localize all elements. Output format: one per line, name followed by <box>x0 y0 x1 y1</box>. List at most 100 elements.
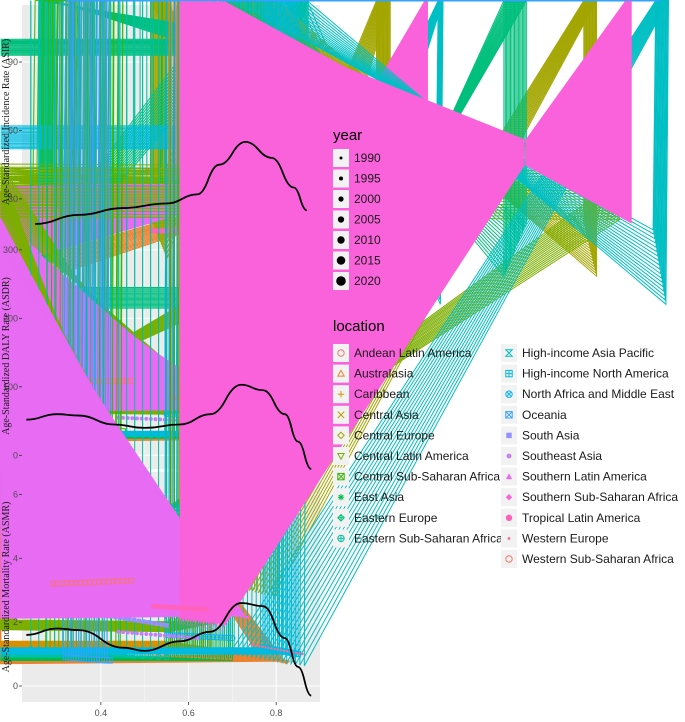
legend-year: 1990 1995 2000 2005 2010 2015 2020 <box>333 149 381 290</box>
legend-year-item-1990: 1990 <box>333 149 381 167</box>
legend-location-label-central-europe: Central Europe <box>354 428 435 442</box>
point-asmr-western-europe-14 <box>292 651 295 654</box>
point-asmr-southeast-asia-15 <box>186 635 190 640</box>
legend-location-label-southern-latin-america: Southern Latin America <box>522 470 647 484</box>
legend-year-item-1995: 1995 <box>333 169 381 188</box>
y-axis-label-asir: Age-Standardized Incidence Rate (ASIR) <box>1 39 12 205</box>
legend-year-item-2020: 2020 <box>333 272 381 290</box>
point-asmr-western-sub-saharan-africa-15 <box>119 577 126 585</box>
y-axis-label-asmr: Age-Standardized Mortality Rate (ASMR) <box>1 502 12 673</box>
point-asmr-north-africa-and-middle-east-13 <box>214 1 637 641</box>
legend-location-item-western-europe: Western Europe <box>501 529 609 548</box>
axes: 30 60 90 0 100 200 300 0 2 4 6 0.4 0.6 0.8 <box>3 57 282 718</box>
legend-location-label-north-africa-and-middle-east: North Africa and Middle East <box>522 387 675 401</box>
point-asmr-south-asia-7 <box>117 615 123 621</box>
point-asmr-western-europe-1 <box>251 643 255 647</box>
fit-line-asir <box>35 140 308 225</box>
legend-location-item-central-europe: Central Europe <box>333 426 435 445</box>
point-asmr-south-asia-13 <box>145 620 151 625</box>
legend-year-label-2015: 2015 <box>354 254 381 268</box>
point-asir-western-sub-saharan-africa-11 <box>84 214 92 222</box>
legend-year-dot-1990 <box>339 156 343 160</box>
legend-location-symbol-caribbean <box>337 391 345 398</box>
legend-location-label-eastern-europe: Eastern Europe <box>354 511 438 525</box>
legend-year-label-2010: 2010 <box>354 233 381 247</box>
series-asmr-oceania <box>63 1 660 664</box>
legend-location-item-high-income-north-america: High-income North America <box>501 364 669 383</box>
y-tick-label-asdr-0: 0 <box>13 450 18 460</box>
point-asmr-south-asia-16 <box>159 622 165 627</box>
legend-location-item-andean-latin-america: Andean Latin America <box>333 344 472 362</box>
point-asmr-southeast-asia-13 <box>176 634 181 639</box>
legend-location-symbol-eastern-sub-saharan-africa <box>337 534 345 543</box>
legend-location-symbol-western-sub-saharan-africa <box>505 555 513 563</box>
legend-location-symbol-southern-sub-saharan-africa <box>505 494 513 501</box>
series-asmr-southeast-asia <box>116 629 200 641</box>
legend-location-label-eastern-sub-saharan-africa: Eastern Sub-Saharan Africa <box>354 531 503 545</box>
point-asmr-western-europe-2 <box>254 644 258 647</box>
point-asmr-southeast-asia-2 <box>125 630 130 635</box>
legend-location-item-high-income-asia-pacific: High-income Asia Pacific <box>501 344 654 362</box>
legend-location-symbol-oceania <box>505 411 513 419</box>
point-asmr-western-sub-saharan-africa-12 <box>105 578 112 585</box>
series-layer <box>0 0 670 667</box>
legend-location-label-western-sub-saharan-africa: Western Sub-Saharan Africa <box>522 552 674 566</box>
y-tick-label-asdr-1: 100 <box>3 382 18 392</box>
legend-year-item-2005: 2005 <box>333 210 381 229</box>
point-asmr-western-europe-4 <box>261 645 264 648</box>
point-asmr-southern-latin-america-17 <box>0 249 250 619</box>
legend-year-label-2000: 2000 <box>354 192 381 206</box>
legend-location-title: location <box>333 318 385 335</box>
legend-location-key-central-europe <box>333 426 349 445</box>
legend-location-item-western-sub-saharan-africa: Western Sub-Saharan Africa <box>501 550 674 568</box>
legend-year-label-2020: 2020 <box>354 274 381 288</box>
x-tick-label-0: 0.4 <box>95 708 108 718</box>
point-asmr-south-asia-11 <box>136 618 142 624</box>
legend-year-dot-2005 <box>337 216 345 223</box>
point-asmr-south-asia-14 <box>150 620 155 626</box>
legend-location-item-southern-sub-saharan-africa: Southern Sub-Saharan Africa <box>501 488 678 507</box>
point-asmr-southeast-asia-10 <box>162 633 167 638</box>
point-asmr-southeast-asia-6 <box>144 632 149 636</box>
legend-location-symbol-high-income-north-america <box>505 369 513 378</box>
legend-location-symbol-southeast-asia <box>506 453 512 459</box>
point-asmr-western-sub-saharan-africa-8 <box>86 579 93 586</box>
legend-location-symbol-central-latin-america <box>336 452 346 461</box>
legend-location-symbol-central-asia <box>337 411 345 419</box>
legend-location-symbol-australasia <box>336 369 346 377</box>
point-asmr-southeast-asia-0 <box>116 629 121 634</box>
series-asmr-tropical-latin-america <box>150 603 209 613</box>
legend-year-item-2015: 2015 <box>333 251 381 270</box>
point-asmr-western-europe-5 <box>264 646 267 649</box>
legend-location-item-southeast-asia: Southeast Asia <box>501 447 602 465</box>
legend-location-item-eastern-europe: Eastern Europe <box>333 508 438 527</box>
legend-location-symbol-high-income-asia-pacific <box>504 349 514 357</box>
series-asmr-western-europe <box>248 643 304 656</box>
legend-year-label-2005: 2005 <box>354 213 381 227</box>
legend-year-dot-2000 <box>338 196 344 202</box>
legend-location-symbol-western-europe <box>507 536 511 540</box>
legend-location-item-east-asia: East Asia <box>333 488 404 507</box>
legend-year-title: year <box>333 127 362 144</box>
legend-location-item-central-latin-america: Central Latin America <box>333 447 469 465</box>
point-asmr-south-asia-17 <box>164 623 169 628</box>
legend-location: Andean Latin America Australasia Caribbean… <box>333 344 678 568</box>
point-asmr-western-europe-16 <box>298 652 301 655</box>
series-asmr-southern-latin-america <box>0 219 250 619</box>
point-asmr-western-europe-7 <box>270 647 273 650</box>
legend-location-symbol-central-sub-saharan-africa <box>337 472 345 481</box>
point-asdr-western-sub-saharan-africa-15 <box>119 377 126 384</box>
point-asmr-oceania-17 <box>107 1 661 664</box>
point-asmr-southeast-asia-7 <box>148 632 153 637</box>
y-axis-label-asdr: Age-Standardized DALY Rate (ASDR) <box>1 277 12 435</box>
point-asdr-southeast-asia-3 <box>130 416 135 421</box>
point-asmr-southeast-asia-5 <box>139 631 144 636</box>
y-tick-label-asmr-1: 2 <box>13 617 18 627</box>
legend-location-key-western-sub-saharan-africa <box>501 550 517 568</box>
point-asmr-western-europe-9 <box>276 648 279 651</box>
legend-year-item-2000: 2000 <box>333 190 381 208</box>
point-asmr-north-africa-and-middle-east-14 <box>218 1 637 641</box>
point-asmr-southeast-asia-14 <box>181 635 186 639</box>
point-asdr-southeast-asia-9 <box>158 417 163 422</box>
legend-location-item-oceania: Oceania <box>501 405 567 424</box>
